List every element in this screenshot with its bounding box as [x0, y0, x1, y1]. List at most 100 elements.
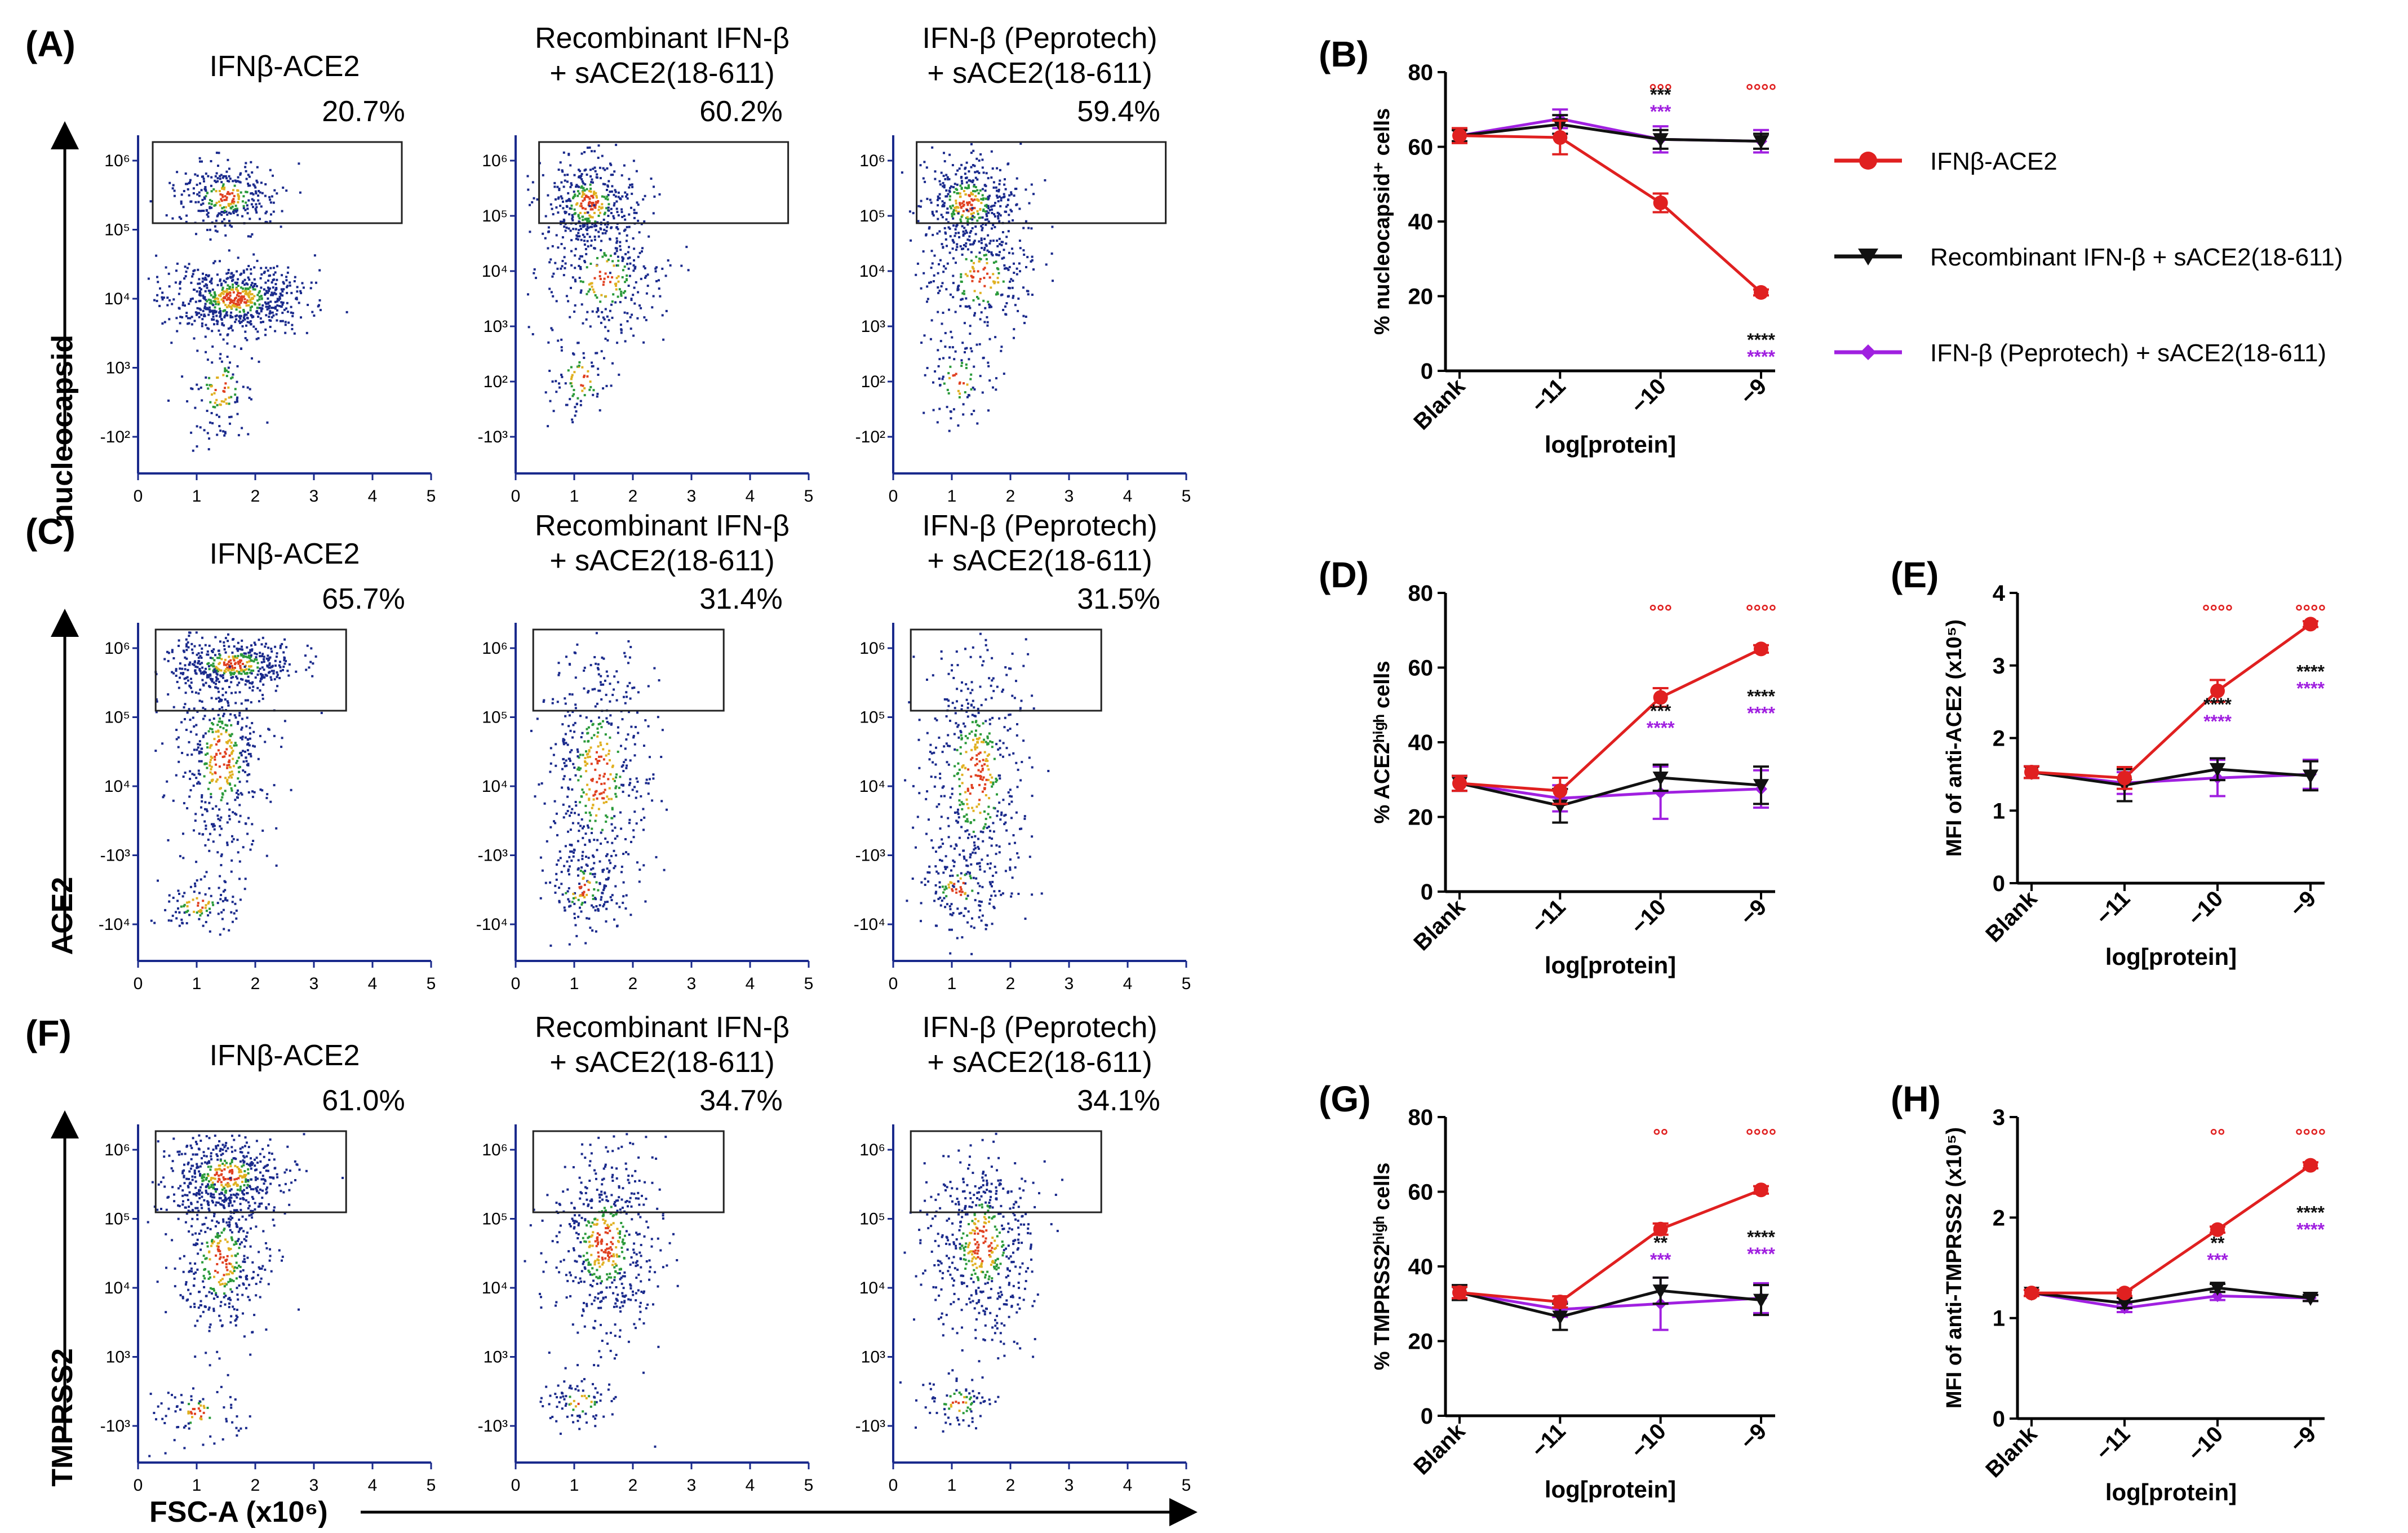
cell-event — [215, 320, 218, 322]
cell-event — [570, 812, 573, 814]
cell-event — [238, 311, 241, 313]
cell-event — [611, 807, 614, 809]
cell-event — [240, 754, 243, 757]
cell-event — [919, 164, 922, 167]
cell-event — [632, 269, 635, 272]
cell-event — [629, 782, 632, 785]
cell-event — [610, 854, 613, 857]
cell-event — [225, 272, 228, 275]
cell-event — [255, 179, 258, 182]
cell-event — [566, 743, 569, 746]
cell-event — [966, 829, 969, 832]
cell-event — [213, 392, 216, 395]
flow-y-tick-label: -10³ — [855, 847, 885, 865]
cell-event — [580, 178, 583, 181]
cell-event — [579, 291, 582, 294]
cell-event — [313, 254, 316, 257]
cell-event — [583, 151, 586, 153]
cell-event — [190, 323, 193, 326]
cell-event — [560, 346, 563, 349]
cell-event — [552, 754, 555, 756]
cell-event — [210, 664, 212, 667]
cell-event — [985, 760, 987, 763]
gate-percentage: 60.2% — [699, 95, 782, 128]
cell-event — [641, 250, 643, 253]
cell-event — [168, 181, 171, 184]
cell-event — [949, 187, 951, 189]
cell-event — [619, 811, 622, 814]
cell-event — [583, 375, 586, 378]
cell-event — [597, 723, 600, 725]
cell-event — [527, 293, 529, 296]
cell-event — [180, 218, 183, 220]
cell-event — [966, 220, 969, 223]
cell-event — [544, 881, 547, 884]
cell-event — [965, 813, 968, 816]
cell-event — [251, 171, 254, 174]
cell-event — [967, 836, 969, 839]
flow-y-tick-label: -10² — [100, 428, 130, 446]
cell-event — [952, 677, 955, 679]
cell-event — [220, 1181, 223, 1184]
cell-event — [274, 664, 277, 667]
cell-event — [293, 332, 296, 335]
cell-event — [1050, 252, 1053, 255]
cell-event — [206, 432, 209, 435]
cell-event — [600, 240, 603, 242]
cell-event — [207, 914, 210, 917]
cell-event — [176, 330, 179, 333]
cell-event — [966, 803, 969, 805]
cell-event — [266, 305, 269, 308]
cell-event — [585, 750, 587, 753]
cell-event — [974, 764, 977, 766]
cell-event — [963, 915, 965, 918]
cell-event — [620, 174, 623, 177]
cell-event — [624, 281, 627, 283]
cell-event — [578, 217, 581, 220]
cell-event — [234, 388, 237, 391]
cell-event — [233, 645, 236, 648]
cell-event — [211, 1181, 214, 1184]
cell-event — [590, 778, 593, 781]
cell-event — [624, 702, 627, 705]
cell-event — [633, 786, 636, 788]
cell-event — [181, 921, 184, 924]
cell-event — [597, 668, 600, 671]
cell-event — [606, 762, 609, 765]
cell-event — [607, 209, 610, 212]
cell-event — [594, 768, 597, 771]
cell-event — [607, 778, 610, 781]
cell-event — [979, 291, 982, 294]
cell-event — [589, 872, 592, 875]
cell-event — [201, 813, 204, 816]
cell-event — [607, 330, 610, 333]
cell-event — [970, 836, 973, 839]
cell-event — [544, 215, 547, 218]
cell-event — [265, 643, 267, 645]
cell-event — [186, 676, 189, 679]
cell-event — [269, 294, 272, 296]
cell-event — [985, 818, 987, 820]
cell-event — [954, 234, 956, 237]
cell-event — [253, 641, 256, 644]
cell-event — [625, 894, 628, 897]
cell-event — [603, 884, 606, 887]
cell-event — [932, 761, 934, 764]
cell-event — [209, 673, 212, 676]
cell-event — [590, 202, 593, 205]
cell-event — [978, 303, 981, 306]
cell-event — [974, 171, 977, 174]
cell-event — [591, 216, 594, 219]
cell-event — [237, 198, 240, 201]
cell-event — [1009, 713, 1012, 716]
cell-event — [228, 1221, 230, 1224]
cell-event — [225, 663, 227, 666]
cell-event — [198, 760, 201, 763]
cell-event — [210, 765, 213, 768]
flow-y-tick-label: 10⁶ — [104, 1141, 130, 1159]
cell-event — [979, 774, 981, 777]
cell-event — [971, 280, 974, 282]
cell-event — [155, 711, 158, 714]
cell-event — [185, 220, 188, 223]
cell-event — [986, 737, 989, 739]
